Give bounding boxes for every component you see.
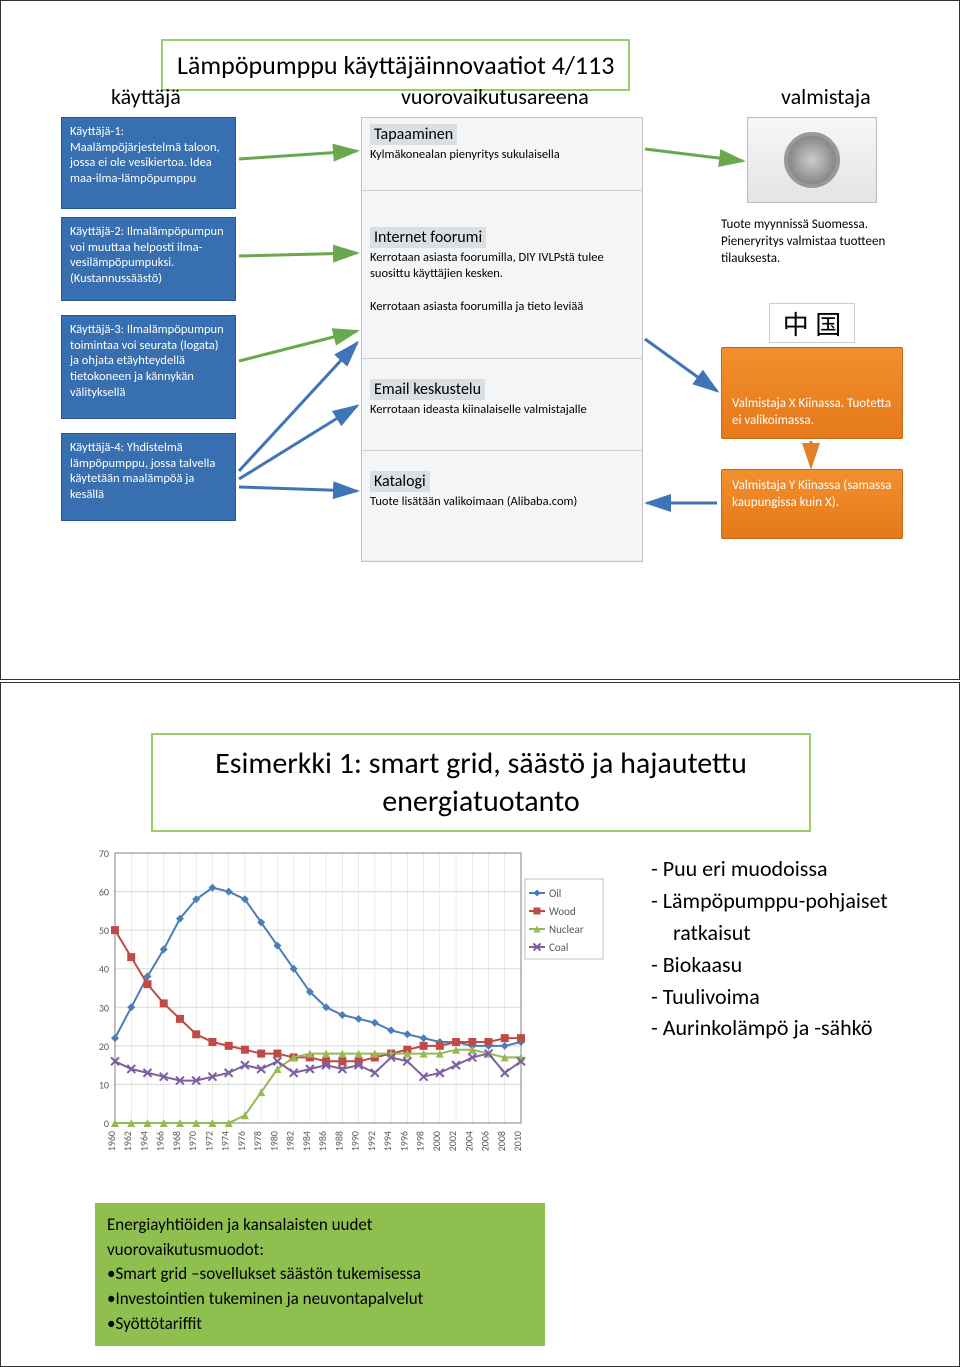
manufacturer-caption: Tuote myynnissä Suomessa. Pieneryritys v… (721, 217, 911, 268)
svg-text:1986: 1986 (316, 1131, 329, 1151)
arena-email-title: Email keskustelu (370, 379, 485, 400)
svg-text:1962: 1962 (121, 1131, 134, 1151)
column-label-user: käyttäjä (111, 83, 181, 110)
column-label-manufacturer: valmistaja (781, 83, 871, 110)
svg-text:1976: 1976 (235, 1131, 248, 1151)
svg-text:1978: 1978 (251, 1131, 264, 1151)
arena-email: Email keskustelu Kerrotaan ideasta kiina… (362, 358, 642, 450)
svg-text:1994: 1994 (381, 1131, 394, 1151)
energy-line-chart: 0102030405060701960196219641966196819701… (71, 843, 611, 1183)
svg-text:1982: 1982 (284, 1131, 297, 1151)
arena-meeting-sub: Kylmäkonealan pienyritys sukulaisella (370, 147, 634, 163)
svg-text:2002: 2002 (446, 1131, 459, 1151)
green-box-item: •Investointien tukeminen ja neuvontapalv… (107, 1287, 533, 1312)
svg-text:Oil: Oil (549, 887, 561, 900)
slide2-title: Esimerkki 1: smart grid, säästö ja hajau… (151, 733, 811, 832)
heatpump-fan-icon (784, 132, 840, 188)
svg-text:2008: 2008 (495, 1131, 508, 1151)
svg-text:1964: 1964 (137, 1131, 150, 1151)
bullet-list: Puu eri muodoissa Lämpöpumppu-pohjaiset … (651, 853, 931, 1044)
green-box-item: •Smart grid –sovellukset säästön tukemis… (107, 1262, 533, 1287)
manufacturer-x-text: Valmistaja X Kiinassa. Tuotetta ei valik… (732, 396, 891, 428)
svg-text:2000: 2000 (430, 1131, 443, 1151)
svg-text:1968: 1968 (170, 1131, 183, 1151)
svg-text:1996: 1996 (397, 1131, 410, 1151)
bullet-item: Lämpöpumppu-pohjaiset ratkaisut (651, 885, 931, 949)
svg-text:2004: 2004 (462, 1131, 475, 1151)
svg-text:1990: 1990 (349, 1131, 362, 1151)
arena-catalog: Katalogi Tuote lisätään valikoimaan (Ali… (362, 450, 642, 560)
green-box-heading: Energiayhtiöiden ja kansalaisten uudet v… (107, 1213, 533, 1262)
svg-text:20: 20 (99, 1040, 109, 1053)
svg-text:40: 40 (99, 963, 109, 976)
svg-text:1988: 1988 (332, 1131, 345, 1151)
user-box-4: Käyttäjä-4: Yhdistelmä lämpöpumppu, joss… (61, 433, 236, 521)
bullet-item: Biokaasu (651, 949, 931, 981)
svg-text:Nuclear: Nuclear (549, 923, 584, 936)
china-characters: 中 国 (769, 303, 855, 343)
svg-text:Wood: Wood (549, 905, 576, 918)
slide-2: Esimerkki 1: smart grid, säästö ja hajau… (0, 682, 960, 1367)
svg-text:1998: 1998 (414, 1131, 427, 1151)
svg-text:1974: 1974 (219, 1131, 232, 1151)
user-box-1: Käyttäjä-1: Maalämpöjärjestelmä taloon, … (61, 117, 236, 209)
svg-text:50: 50 (99, 924, 109, 937)
interaction-arena: Tapaaminen Kylmäkonealan pienyritys suku… (361, 117, 643, 562)
bullet-item: Aurinkolämpö ja -sähkö (651, 1012, 931, 1044)
heatpump-image (747, 117, 877, 203)
arena-forum-sub: Kerrotaan asiasta foorumilla, DIY IVLPst… (370, 250, 634, 281)
svg-text:1980: 1980 (267, 1131, 280, 1151)
svg-text:Coal: Coal (549, 941, 568, 954)
svg-text:60: 60 (99, 886, 109, 899)
arena-forum-extra: Kerrotaan asiasta foorumilla ja tieto le… (370, 299, 634, 314)
bullet-item: Puu eri muodoissa (651, 853, 931, 885)
svg-text:30: 30 (99, 1001, 109, 1014)
svg-text:1984: 1984 (300, 1131, 313, 1151)
arena-forum-title: Internet foorumi (370, 227, 486, 248)
svg-text:2010: 2010 (511, 1131, 524, 1151)
arena-forum: Internet foorumi Kerrotaan asiasta fooru… (362, 190, 642, 358)
slide-1: Lämpöpumppu käyttäjäinnovaatiot 4/113 kä… (0, 0, 960, 680)
manufacturer-y-box: Valmistaja Y Kiinassa (samassa kaupungis… (721, 469, 903, 539)
svg-text:0: 0 (104, 1117, 109, 1130)
svg-text:10: 10 (99, 1078, 109, 1091)
svg-text:1970: 1970 (186, 1131, 199, 1151)
arena-meeting-title: Tapaaminen (370, 124, 457, 145)
svg-text:1960: 1960 (105, 1131, 118, 1151)
arena-meeting: Tapaaminen Kylmäkonealan pienyritys suku… (362, 118, 642, 190)
user-box-3: Käyttäjä-3: Ilmalämpöpumpun toimintaa vo… (61, 315, 236, 419)
svg-text:1966: 1966 (154, 1131, 167, 1151)
bullet-item: Tuulivoima (651, 981, 931, 1013)
manufacturer-x-box: Valmistaja X Kiinassa. Tuotetta ei valik… (721, 347, 903, 439)
column-label-arena: vuorovaikutusareena (401, 83, 589, 110)
green-box-item: •Syöttötariffit (107, 1312, 533, 1337)
arena-catalog-sub: Tuote lisätään valikoimaan (Alibaba.com) (370, 494, 634, 510)
arena-catalog-title: Katalogi (370, 471, 430, 492)
arena-email-sub: Kerrotaan ideasta kiinalaiselle valmista… (370, 402, 634, 418)
svg-text:2006: 2006 (479, 1131, 492, 1151)
svg-text:70: 70 (99, 847, 109, 860)
green-info-box: Energiayhtiöiden ja kansalaisten uudet v… (95, 1203, 545, 1346)
svg-text:1972: 1972 (202, 1131, 215, 1151)
user-box-2: Käyttäjä-2: Ilmalämpöpumpun voi muuttaa … (61, 217, 236, 301)
svg-text:1992: 1992 (365, 1131, 378, 1151)
